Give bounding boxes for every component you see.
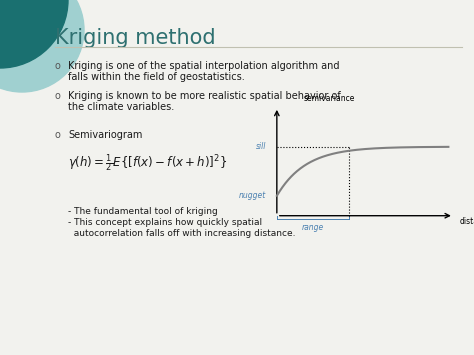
Text: - The fundamental tool of kriging: - The fundamental tool of kriging: [68, 207, 218, 216]
Text: Kriging is one of the spatial interpolation algorithm and: Kriging is one of the spatial interpolat…: [68, 61, 339, 71]
Text: range: range: [302, 223, 324, 232]
Text: o: o: [55, 91, 61, 101]
Text: Kriging is known to be more realistic spatial behavior of: Kriging is known to be more realistic sp…: [68, 91, 341, 101]
Text: nugget: nugget: [239, 191, 266, 200]
Text: Kriging method: Kriging method: [55, 28, 216, 48]
Text: semivariance: semivariance: [304, 94, 356, 103]
Text: - This concept explains how quickly spatial: - This concept explains how quickly spat…: [68, 218, 262, 227]
Text: $\gamma(h)=\frac{1}{2}E\{[f(x)-f(x+h)]^2\}$: $\gamma(h)=\frac{1}{2}E\{[f(x)-f(x+h)]^2…: [68, 152, 228, 174]
Text: sill: sill: [255, 142, 266, 151]
Circle shape: [0, 0, 84, 92]
Text: distance: distance: [459, 217, 474, 226]
Text: Semivariogram: Semivariogram: [68, 130, 142, 140]
Circle shape: [0, 0, 68, 68]
Text: the climate variables.: the climate variables.: [68, 102, 174, 112]
Text: falls within the field of geostatistics.: falls within the field of geostatistics.: [68, 72, 245, 82]
Text: o: o: [55, 61, 61, 71]
Text: autocorrelation falls off with increasing distance.: autocorrelation falls off with increasin…: [68, 229, 295, 238]
Text: o: o: [55, 130, 61, 140]
